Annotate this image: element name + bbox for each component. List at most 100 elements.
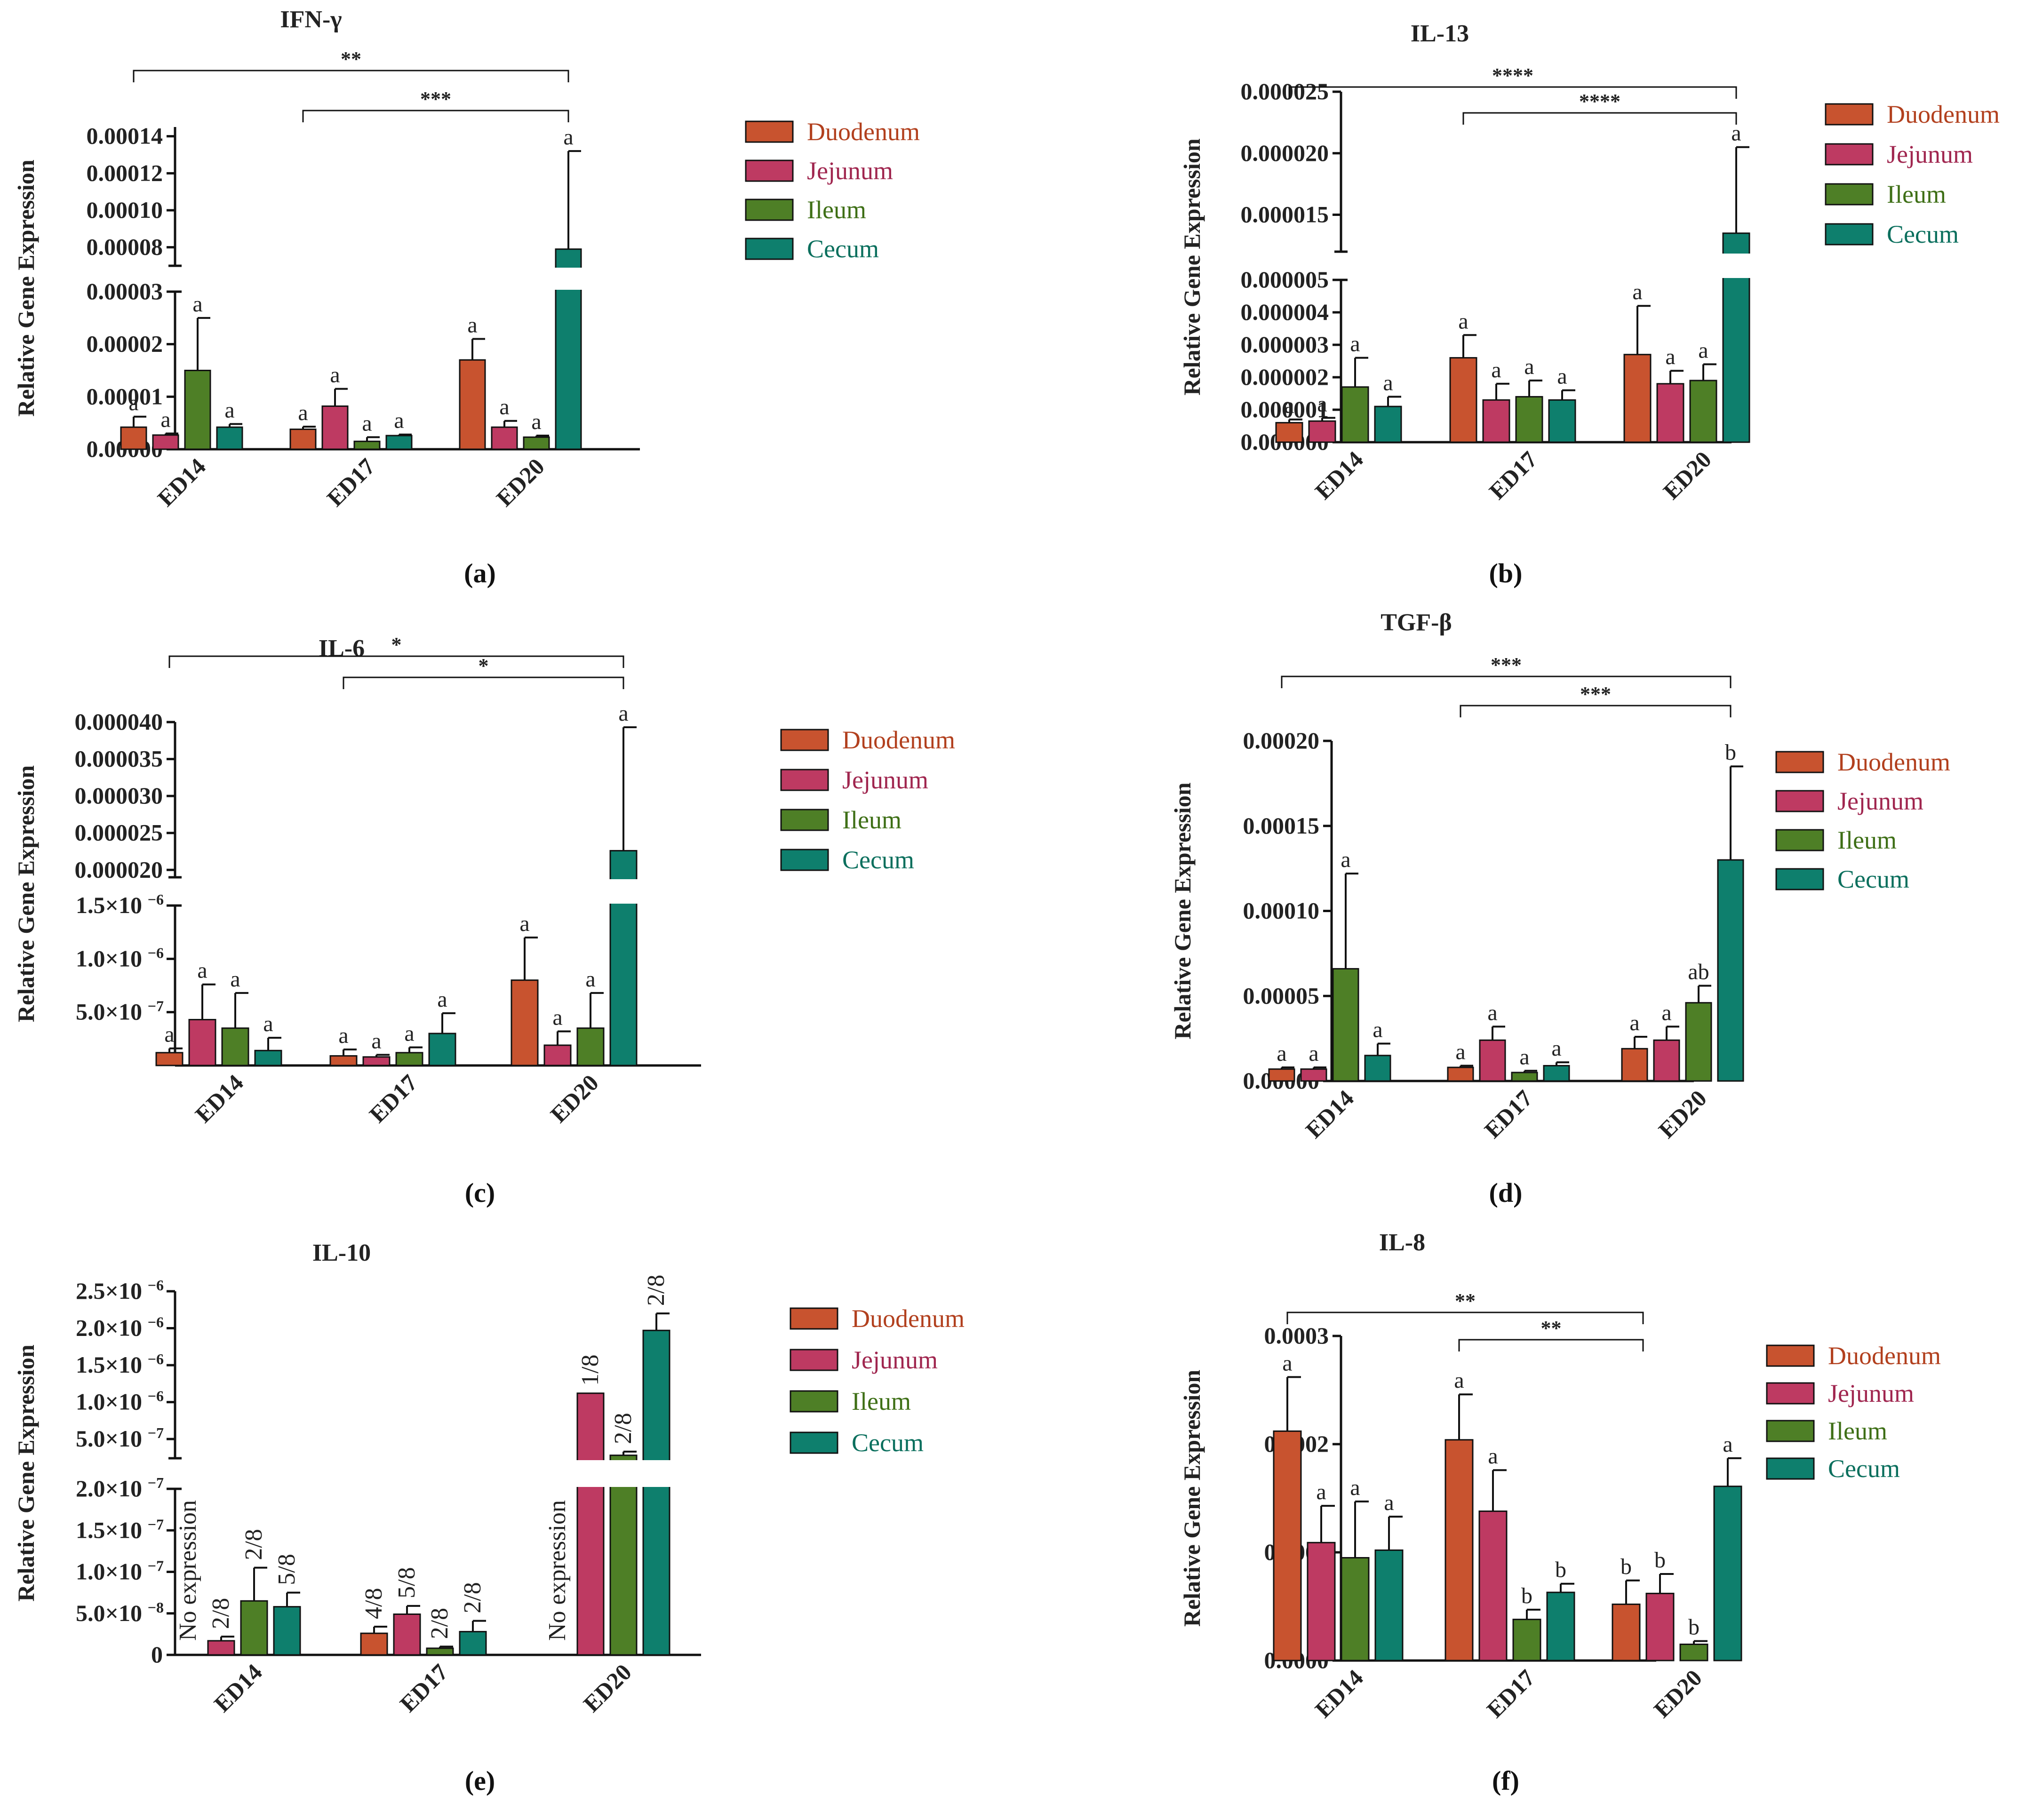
- x-tick-label: ED20: [578, 1659, 637, 1717]
- bar-duodenum-ed17: [329, 1055, 358, 1066]
- legend-label-ileum: Ileum: [807, 196, 866, 224]
- y-axis-label: Relative Gene Expression: [13, 159, 39, 416]
- significance-stars: ***: [420, 87, 451, 111]
- significance-letter: a: [394, 408, 404, 433]
- sample-count-label: 2/8: [240, 1529, 267, 1560]
- significance-letter: a: [1383, 370, 1393, 395]
- legend-label-jejunum: Jejunum: [1887, 140, 1973, 168]
- y-axis-label: Relative Gene Expression: [1179, 138, 1205, 395]
- x-tick-label: ED20: [491, 453, 550, 511]
- significance-letter: b: [1688, 1615, 1700, 1640]
- bar-duodenum-ed14: [1273, 1430, 1302, 1661]
- legend-label-duodenum: Duodenum: [807, 118, 920, 146]
- significance-bracket: [133, 70, 569, 82]
- significance-bracket: [302, 110, 569, 122]
- y-tick-label: 1.5×10: [76, 892, 142, 918]
- y-tick-label: 2.0×10: [76, 1315, 142, 1341]
- significance-letter: a: [1373, 1017, 1382, 1042]
- bar-ileum-ed17: [1515, 396, 1543, 443]
- bar-cecum-ed20: [1713, 1486, 1742, 1661]
- legend-swatch-jejunum: [790, 1349, 838, 1371]
- y-tick-label: 0.00015: [1243, 812, 1320, 839]
- significance-bracket: [1286, 1311, 1644, 1324]
- significance-letter: a: [499, 395, 509, 420]
- significance-letter: a: [338, 1023, 348, 1048]
- significance-letter: a: [1551, 1036, 1561, 1061]
- bar-duodenum-ed20: [1621, 1048, 1648, 1082]
- legend-swatch-jejunum: [780, 769, 829, 791]
- panel-label: (a): [464, 558, 496, 588]
- x-tick-label: ED17: [322, 453, 380, 511]
- significance-letter: a: [1341, 847, 1350, 872]
- significance-letter: a: [1488, 1444, 1498, 1469]
- bar-jejunum-ed17: [362, 1056, 391, 1066]
- panel-label: (c): [465, 1177, 495, 1208]
- sample-count-label: 2/8: [207, 1598, 234, 1629]
- legend-label-cecum: Cecum: [807, 235, 879, 263]
- legend-label-ileum: Ileum: [852, 1387, 911, 1415]
- significance-bracket: [1462, 112, 1737, 125]
- bar-ileum-ed17: [1512, 1619, 1541, 1661]
- panel-label: (f): [1492, 1765, 1519, 1796]
- legend-swatch-jejunum: [1766, 1382, 1815, 1405]
- y-axis-label: Relative Gene Expression: [13, 1344, 39, 1601]
- bar-jejunum-ed20: [1653, 1039, 1680, 1082]
- y-tick-label: 5.0×10: [76, 1600, 142, 1626]
- y-tick-label: 0.0003: [1264, 1322, 1329, 1349]
- bar-cecum-ed14: [1374, 405, 1402, 443]
- significance-letter: a: [1350, 1475, 1360, 1500]
- bar-cecum-ed17: [1546, 1591, 1575, 1661]
- legend-swatch-ileum: [780, 809, 829, 831]
- significance-stars: **: [1541, 1317, 1562, 1340]
- sample-count-label: 5/8: [273, 1554, 300, 1585]
- y-tick-label: 0.00010: [87, 197, 163, 223]
- significance-letter: a: [1519, 1044, 1529, 1069]
- y-tick-label: 0.00002: [87, 331, 163, 357]
- bar-duodenum-ed17: [1449, 357, 1477, 443]
- bar-duodenum-ed20: [511, 979, 539, 1066]
- x-tick-label: ED17: [1484, 446, 1542, 504]
- significance-bracket: [1288, 86, 1737, 99]
- significance-letter: a: [618, 701, 628, 726]
- y-axis-label: Relative Gene Expression: [1169, 782, 1196, 1039]
- legend-label-cecum: Cecum: [852, 1429, 924, 1457]
- legend-label-jejunum: Jejunum: [842, 766, 928, 794]
- bar-duodenum-ed14: [155, 1052, 184, 1066]
- legend-swatch-jejunum: [1825, 143, 1874, 166]
- chart-ifn-: IFN-γ(a)0.000000.000010.000020.000030.00…: [13, 6, 920, 588]
- y-tick-label: 0.000001: [1241, 396, 1329, 422]
- y-tick-label: 0.000020: [75, 856, 163, 882]
- significance-letter: a: [1277, 1041, 1286, 1066]
- y-tick-label: 5.0×10: [76, 999, 142, 1025]
- legend-swatch-jejunum: [1775, 790, 1824, 812]
- legend-swatch-duodenum: [1825, 103, 1874, 126]
- chart-title: IL-13: [1411, 20, 1469, 47]
- bar-ileum-ed17: [1511, 1072, 1538, 1082]
- bar-ileum-ed17: [395, 1052, 423, 1066]
- significance-bracket: [1460, 705, 1732, 717]
- legend-label-cecum: Cecum: [1828, 1454, 1900, 1483]
- legend-swatch-ileum: [745, 199, 794, 221]
- legend-swatch-duodenum: [1775, 751, 1824, 773]
- significance-letter: a: [224, 397, 234, 422]
- bar-jejunum-ed14: [1308, 420, 1336, 443]
- x-tick-label: ED20: [545, 1069, 604, 1128]
- significance-letter: b: [1654, 1548, 1666, 1573]
- significance-letter: a: [1632, 279, 1642, 304]
- y-tick-exponent: −7: [148, 1424, 164, 1441]
- significance-letter: b: [1725, 740, 1736, 765]
- bar-jejunum-ed17: [1478, 1510, 1508, 1661]
- significance-letter: a: [164, 1022, 174, 1047]
- significance-bracket: [1458, 1339, 1644, 1351]
- significance-letter: a: [192, 292, 202, 317]
- sample-count-label: 2/8: [459, 1582, 486, 1613]
- significance-letter: a: [1309, 1041, 1318, 1066]
- significance-letter: a: [1731, 121, 1741, 146]
- y-tick-label: 1.5×10: [76, 1517, 142, 1543]
- legend-label-ileum: Ileum: [842, 806, 902, 834]
- chart-il-8: IL-8(f)0.00000.00010.00020.0003Relative …: [1179, 1229, 1941, 1796]
- chart-il-6: IL-6 (c) 5.0×10 −7 1.0×10 −6 1.5×10 −6 0.000020 0…: [13, 633, 955, 1208]
- significance-letter: a: [330, 363, 340, 388]
- sample-count-label: 2/8: [610, 1413, 637, 1444]
- significance-letter: a: [1524, 354, 1534, 379]
